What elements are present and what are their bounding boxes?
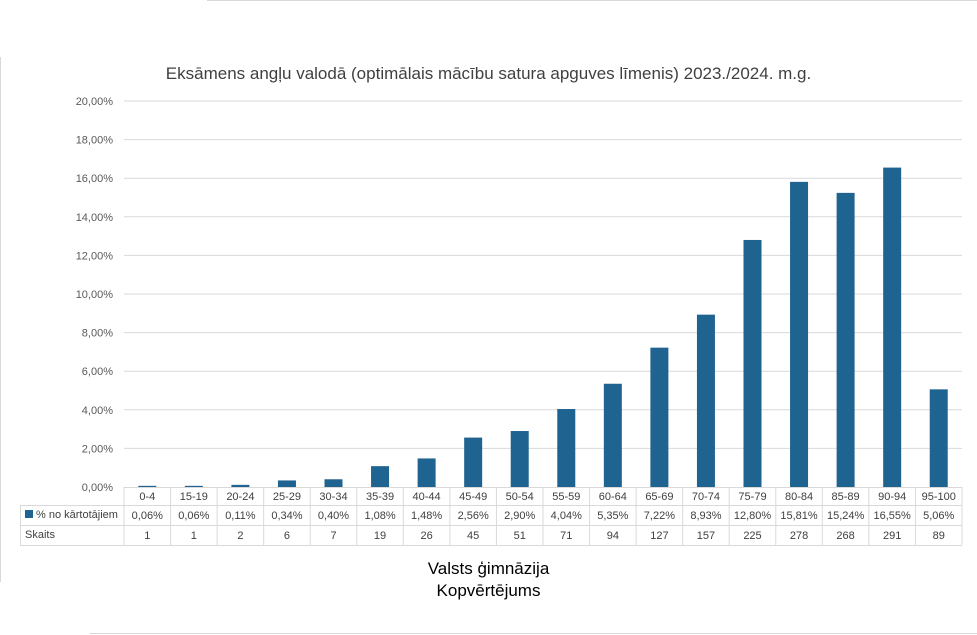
x-category-label: 65-69 xyxy=(645,491,673,503)
data-label: 2,90% xyxy=(504,510,535,522)
table-cell: 2 xyxy=(237,530,243,542)
bar xyxy=(417,458,436,487)
x-category-label: 95-100 xyxy=(922,491,956,503)
data-label: 0,34% xyxy=(271,510,302,522)
data-label: 16,55% xyxy=(874,510,912,522)
bar xyxy=(231,484,250,487)
y-tick-label: 4,00% xyxy=(82,405,113,417)
table-cell: 45 xyxy=(467,530,479,542)
bar xyxy=(510,431,529,487)
table-cell: 157 xyxy=(697,530,715,542)
bar xyxy=(696,314,715,487)
table-cell: 71 xyxy=(560,530,572,542)
x-category-label: 50-54 xyxy=(506,491,534,503)
table-cell: 1 xyxy=(144,530,150,542)
bar xyxy=(138,485,157,487)
table-cell: 51 xyxy=(514,530,526,542)
table-cell: 89 xyxy=(933,530,945,542)
data-label: 0,06% xyxy=(178,510,209,522)
table-cell: 94 xyxy=(607,530,619,542)
x-category-label: 75-79 xyxy=(738,491,766,503)
data-label: 1,48% xyxy=(411,510,442,522)
data-label: 0,11% xyxy=(225,510,256,522)
y-tick-label: 6,00% xyxy=(82,366,113,378)
x-category-label: 85-89 xyxy=(832,491,860,503)
x-category-label: 40-44 xyxy=(413,491,441,503)
x-category-label: 45-49 xyxy=(459,491,487,503)
x-category-label: 35-39 xyxy=(366,491,394,503)
table-cell: 278 xyxy=(790,530,808,542)
caption-line-2: Kopvērtējums xyxy=(436,581,541,600)
x-category-label: 20-24 xyxy=(226,491,254,503)
frame-bottom-border xyxy=(90,633,977,634)
data-label: 15,24% xyxy=(827,510,865,522)
y-tick-label: 2,00% xyxy=(82,443,113,455)
x-category-label: 90-94 xyxy=(878,491,906,503)
chart-title: Eksāmens angļu valodā (optimālais mācību… xyxy=(165,64,812,83)
bar xyxy=(324,479,343,487)
x-category-label: 70-74 xyxy=(692,491,720,503)
table-cell: 19 xyxy=(374,530,386,542)
data-label: 5,35% xyxy=(597,510,628,522)
bar xyxy=(184,485,203,487)
bar xyxy=(650,347,669,487)
bar xyxy=(464,437,483,487)
data-label: 0,40% xyxy=(318,510,349,522)
x-category-label: 0-4 xyxy=(139,491,155,503)
data-label: 4,04% xyxy=(551,510,582,522)
y-tick-label: 18,00% xyxy=(76,135,114,147)
data-label: 0,06% xyxy=(132,510,163,522)
data-label: 2,56% xyxy=(458,510,489,522)
frame-top-border xyxy=(207,0,977,1)
x-category-label: 15-19 xyxy=(180,491,208,503)
data-label: 7,22% xyxy=(644,510,675,522)
y-tick-label: 8,00% xyxy=(82,328,113,340)
table-cell: 26 xyxy=(420,530,432,542)
data-label: 12,80% xyxy=(734,510,772,522)
table-cell: 6 xyxy=(284,530,290,542)
y-tick-label: 16,00% xyxy=(76,173,114,185)
bar xyxy=(929,389,948,487)
y-tick-label: 0,00% xyxy=(82,482,113,494)
bar xyxy=(836,192,855,488)
frame-left-border xyxy=(0,57,1,582)
data-label: 15,81% xyxy=(780,510,818,522)
legend-label: % no kārtotājiem xyxy=(36,509,118,521)
data-label: 8,93% xyxy=(690,510,721,522)
y-tick-label: 20,00% xyxy=(76,96,114,108)
bar xyxy=(371,466,390,487)
caption-line-1: Valsts ģimnāzija xyxy=(427,559,550,578)
bar xyxy=(883,167,902,487)
caption: Valsts ģimnāzija Kopvērtējums xyxy=(0,558,977,602)
table-row-header: Skaits xyxy=(25,529,55,541)
y-tick-label: 14,00% xyxy=(76,212,114,224)
x-category-label: 30-34 xyxy=(319,491,347,503)
bar xyxy=(603,383,622,487)
table-cell: 1 xyxy=(191,530,197,542)
data-label: 1,08% xyxy=(364,510,395,522)
table-cell: 268 xyxy=(836,530,854,542)
bar xyxy=(790,181,809,487)
y-tick-label: 12,00% xyxy=(76,250,114,262)
legend-swatch xyxy=(25,510,33,518)
table-cell: 7 xyxy=(330,530,336,542)
table-cell: 127 xyxy=(650,530,668,542)
x-category-label: 60-64 xyxy=(599,491,627,503)
x-category-label: 80-84 xyxy=(785,491,813,503)
x-category-label: 25-29 xyxy=(273,491,301,503)
x-category-label: 55-59 xyxy=(552,491,580,503)
bar xyxy=(557,409,576,487)
bar xyxy=(743,239,762,487)
y-tick-label: 10,00% xyxy=(76,289,114,301)
table-cell: 291 xyxy=(883,530,901,542)
data-label: 5,06% xyxy=(923,510,954,522)
bar xyxy=(277,480,296,487)
table-cell: 225 xyxy=(743,530,761,542)
